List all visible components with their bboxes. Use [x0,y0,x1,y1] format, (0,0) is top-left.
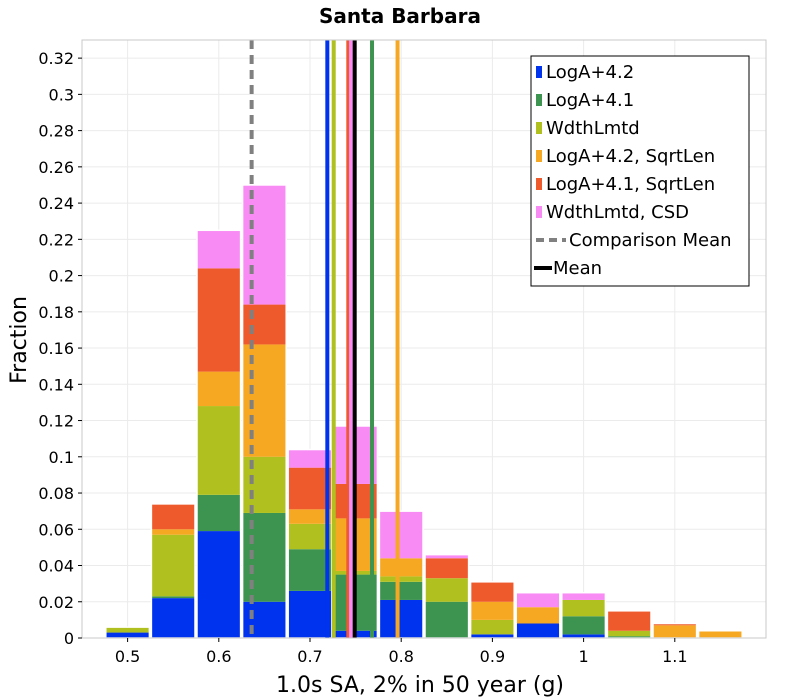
y-tick-label: 0.24 [38,194,74,213]
bar-segment [607,610,651,631]
legend-box [530,55,750,287]
legend: LogA+4.2 LogA+4.1 WdthLmtd LogA+4.2, SqrtLe… [530,55,750,287]
legend-label: LogA+4.2, SqrtLen [546,146,715,167]
y-tick-label: 0.32 [38,49,74,68]
bar-segment [197,371,241,407]
bar-segment [379,576,423,582]
bar-segment [607,636,651,638]
bar-segment [242,304,287,345]
bar-segment [425,578,469,602]
bar-segment [105,627,150,633]
bar-segment [242,456,287,513]
bar-segment [561,599,606,617]
bar-segment [516,623,560,638]
bar-segment [470,634,515,638]
bar-segment [379,581,423,600]
legend-label: LogA+4.2 [546,62,634,83]
y-tick-label: 0.04 [38,557,74,576]
x-axis-label: 1.0s SA, 2% in 50 year (g) [276,673,564,698]
bar-segment [425,558,469,579]
bar-segment [470,601,515,620]
y-tick-label: 0.26 [38,158,74,177]
legend-label: LogA+4.1, SqrtLen [546,174,715,195]
bar-segment [607,630,651,637]
bar-segment [561,634,606,638]
bar-segment [151,598,195,638]
bar-segment [516,592,560,608]
plot-frame [81,39,767,639]
bar-segment [288,590,332,638]
bar-segment [288,549,332,591]
bar-segment [288,467,332,510]
bar-segment [288,523,332,550]
chart-title: Santa Barbara [319,4,481,28]
bar-segment [151,596,195,599]
bar-segment [151,529,195,535]
y-tick-label: 0.16 [38,339,74,358]
bar-segment [425,601,469,638]
legend-label: WdthLmtd [546,118,640,139]
y-tick-label: 0.06 [38,520,74,539]
bar-segment [242,512,287,602]
y-tick-label: 0.3 [49,85,74,104]
x-tick-label: 0.8 [388,647,413,666]
legend-label: WdthLmtd, CSD [546,202,689,223]
legend-label: LogA+4.1 [546,90,634,111]
x-tick-label: 0.5 [115,647,140,666]
y-tick-label: 0.08 [38,484,74,503]
bar-segment [288,449,332,468]
legend-swatch [536,94,542,106]
x-axis-ticks: 0.5 0.6 0.7 0.8 0.9 1 1.1 [115,638,688,666]
legend-swatch [536,150,542,162]
mean-lines [249,40,400,638]
legend-swatch [536,122,542,134]
legend-swatch [536,206,542,218]
y-tick-label: 0.12 [38,412,74,431]
bar-segment [105,632,150,638]
y-tick-label: 0.2 [49,267,74,286]
bar-segment [516,607,560,624]
bar-segment [379,599,423,638]
bar-segment [151,534,195,597]
y-tick-label: 0.1 [49,448,74,467]
x-tick-label: 0.9 [480,647,505,666]
y-tick-label: 0.22 [38,230,74,249]
bar-segment [470,581,515,602]
bar-segment [197,268,241,372]
bar-segment [242,601,287,638]
bar-segment [197,494,241,532]
bar-segment [653,625,697,638]
legend-label: Comparison Mean [569,230,732,251]
bar-segment [242,184,287,305]
y-tick-label: 0.14 [38,375,74,394]
bar-segment [470,619,515,635]
bar-segment [698,630,743,638]
bar-segment [379,511,423,559]
bar-segment [197,406,241,495]
legend-swatch [536,66,542,78]
y-axis-ticks: 0 0.02 0.04 0.06 0.08 0.1 0.12 0.14 0.16 0.18 0.2 0… [38,49,82,648]
legend-label: Mean [553,258,602,279]
bar-segment [561,616,606,635]
y-tick-label: 0.18 [38,303,74,322]
bar-segment [425,554,469,559]
y-tick-label: 0 [64,629,74,648]
legend-swatch [536,178,542,190]
x-tick-label: 1 [579,647,589,666]
bar-segment [561,592,606,600]
bar-segment [379,558,423,577]
bar-segment [197,531,241,638]
bar-segment [151,503,195,530]
x-tick-label: 0.6 [206,647,231,666]
x-tick-label: 1.1 [662,647,687,666]
bar-segment [197,230,241,269]
y-tick-label: 0.02 [38,593,74,612]
y-axis-label: Fraction [7,296,32,384]
y-tick-label: 0.28 [38,122,74,141]
bar-segment [288,509,332,524]
x-tick-label: 0.7 [297,647,322,666]
bar-segment [242,344,287,457]
bar-segment [653,623,697,626]
